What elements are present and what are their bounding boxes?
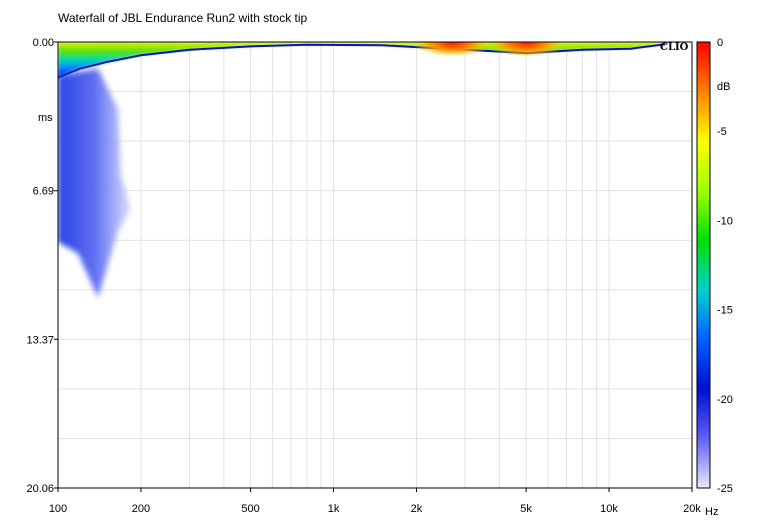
x-axis: 100 200 500 1k 2k 5k 10k 20k [49, 488, 701, 515]
clio-watermark: CLIO [660, 42, 689, 53]
colorbar-tick-label: -25 [717, 483, 733, 495]
x-tick-label: 200 [132, 503, 150, 515]
x-tick-label: 1k [328, 503, 340, 515]
chart-title: Waterfall of JBL Endurance Run2 with sto… [58, 11, 308, 25]
x-tick-label: 2k [411, 503, 423, 515]
colorbar-tick-label: -15 [717, 305, 733, 317]
heatmap-surface [58, 42, 666, 298]
colorbar-ticks: 0 -5 -10 -15 -20 -25 [717, 37, 733, 495]
y-tick-label: 13.37 [26, 334, 54, 346]
x-axis-unit: Hz [705, 506, 718, 518]
decay-ridge-line [58, 43, 666, 79]
y-axis-unit: ms [38, 112, 53, 124]
colorbar-tick-label: -10 [717, 215, 733, 227]
y-tick-label: 20.06 [26, 483, 54, 495]
peak-region [412, 42, 493, 58]
peak-region [486, 42, 567, 58]
x-tick-label: 20k [683, 503, 701, 515]
colorbar-unit: dB [717, 81, 730, 93]
colorbar-tick-label: 0 [717, 37, 723, 49]
x-tick-label: 100 [49, 503, 67, 515]
x-tick-label: 5k [520, 503, 532, 515]
y-axis: 0.00 6.69 13.37 20.06 [26, 37, 58, 495]
grid-lines [58, 42, 692, 488]
colorbar [696, 41, 711, 489]
y-tick-label: 6.69 [33, 186, 54, 198]
low-frequency-tail [58, 68, 131, 298]
x-tick-label: 500 [241, 503, 259, 515]
y-tick-label: 0.00 [33, 37, 54, 49]
decay-band [58, 42, 666, 78]
plot-frame [57, 41, 693, 489]
colorbar-tick-label: -20 [717, 394, 733, 406]
colorbar-tick-label: -5 [717, 126, 727, 138]
x-tick-label: 10k [600, 503, 618, 515]
